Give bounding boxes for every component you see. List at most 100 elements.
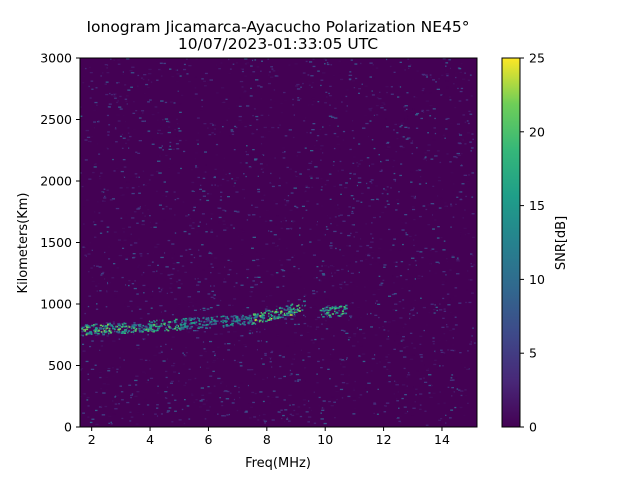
noise-pixel xyxy=(204,418,207,420)
noise-pixel xyxy=(278,422,282,424)
noise-pixel xyxy=(124,98,128,100)
noise-pixel xyxy=(254,421,256,424)
noise-pixel xyxy=(154,267,157,269)
noise-pixel xyxy=(268,131,271,133)
noise-pixel xyxy=(453,295,458,297)
trace-pixel xyxy=(86,333,90,335)
trace-pixel xyxy=(117,329,120,331)
noise-pixel xyxy=(459,231,462,234)
trace-pixel xyxy=(205,327,209,329)
trace-pixel xyxy=(83,329,85,332)
trace-pixel xyxy=(225,316,228,318)
noise-pixel xyxy=(196,166,199,169)
noise-pixel xyxy=(455,377,457,379)
noise-pixel xyxy=(128,384,132,386)
noise-pixel xyxy=(254,206,259,208)
noise-pixel xyxy=(357,341,359,343)
noise-pixel xyxy=(367,253,371,255)
noise-pixel xyxy=(291,256,294,258)
noise-pixel xyxy=(402,336,405,338)
noise-pixel xyxy=(136,344,140,346)
trace-pixel xyxy=(85,333,88,336)
noise-pixel xyxy=(81,185,84,188)
noise-pixel xyxy=(346,357,348,359)
trace-pixel xyxy=(138,327,141,330)
noise-pixel xyxy=(211,266,214,268)
noise-pixel xyxy=(221,261,225,263)
noise-pixel xyxy=(236,177,240,179)
trace-pixel xyxy=(238,319,241,321)
noise-pixel xyxy=(305,117,307,119)
noise-pixel xyxy=(117,239,121,241)
noise-pixel xyxy=(263,126,267,129)
noise-pixel xyxy=(204,171,207,173)
noise-pixel xyxy=(257,188,260,191)
noise-pixel xyxy=(337,204,339,206)
noise-pixel xyxy=(438,309,443,311)
noise-pixel xyxy=(252,115,254,117)
noise-pixel xyxy=(307,187,310,189)
noise-pixel xyxy=(191,169,193,171)
trace-pixel xyxy=(128,325,130,327)
noise-pixel xyxy=(225,173,227,175)
y-tick-label: 1500 xyxy=(40,235,72,250)
noise-pixel xyxy=(392,309,396,311)
noise-pixel xyxy=(312,65,316,68)
colorbar-tick-label: 25 xyxy=(529,51,545,66)
noise-pixel xyxy=(209,281,211,284)
noise-pixel xyxy=(101,334,105,337)
noise-pixel xyxy=(281,270,286,272)
noise-pixel xyxy=(391,158,395,161)
noise-pixel xyxy=(81,368,83,370)
noise-pixel xyxy=(399,145,403,147)
noise-pixel xyxy=(106,290,108,292)
trace-pixel xyxy=(283,312,285,315)
trace-pixel xyxy=(250,319,252,321)
trace-pixel xyxy=(345,312,348,315)
noise-pixel xyxy=(368,388,371,390)
noise-pixel xyxy=(201,78,204,80)
noise-pixel xyxy=(401,384,406,386)
noise-pixel xyxy=(414,278,416,280)
noise-pixel xyxy=(445,414,447,416)
noise-pixel xyxy=(118,338,121,340)
noise-pixel xyxy=(309,132,312,134)
noise-pixel xyxy=(314,289,317,291)
noise-pixel xyxy=(201,269,205,271)
noise-pixel xyxy=(333,147,336,150)
noise-pixel xyxy=(158,155,162,157)
noise-pixel xyxy=(400,122,405,124)
noise-pixel xyxy=(206,199,210,202)
noise-pixel xyxy=(300,334,303,337)
noise-pixel xyxy=(471,408,473,410)
trace-pixel xyxy=(236,318,238,321)
noise-pixel xyxy=(401,232,404,234)
noise-pixel xyxy=(243,173,245,175)
noise-pixel xyxy=(387,330,390,332)
noise-pixel xyxy=(106,226,110,228)
noise-pixel xyxy=(318,396,321,399)
trace-pixel xyxy=(168,321,171,323)
noise-pixel xyxy=(422,88,425,90)
noise-pixel xyxy=(321,186,323,188)
trace-pixel xyxy=(189,317,192,320)
noise-pixel xyxy=(471,335,473,337)
noise-pixel xyxy=(236,105,238,107)
noise-pixel xyxy=(187,331,190,333)
noise-pixel xyxy=(236,409,239,412)
trace-pixel xyxy=(321,313,323,316)
noise-pixel xyxy=(371,163,375,165)
noise-pixel xyxy=(341,281,344,283)
noise-pixel xyxy=(157,160,161,162)
noise-pixel xyxy=(375,114,379,116)
noise-pixel xyxy=(415,169,420,172)
noise-pixel xyxy=(403,367,406,370)
trace-pixel xyxy=(101,331,103,333)
trace-pixel xyxy=(138,323,142,326)
trace-pixel xyxy=(226,315,228,318)
noise-pixel xyxy=(349,281,353,283)
noise-pixel xyxy=(304,380,306,382)
noise-pixel xyxy=(158,68,161,71)
noise-pixel xyxy=(202,177,206,179)
noise-pixel xyxy=(150,226,153,229)
